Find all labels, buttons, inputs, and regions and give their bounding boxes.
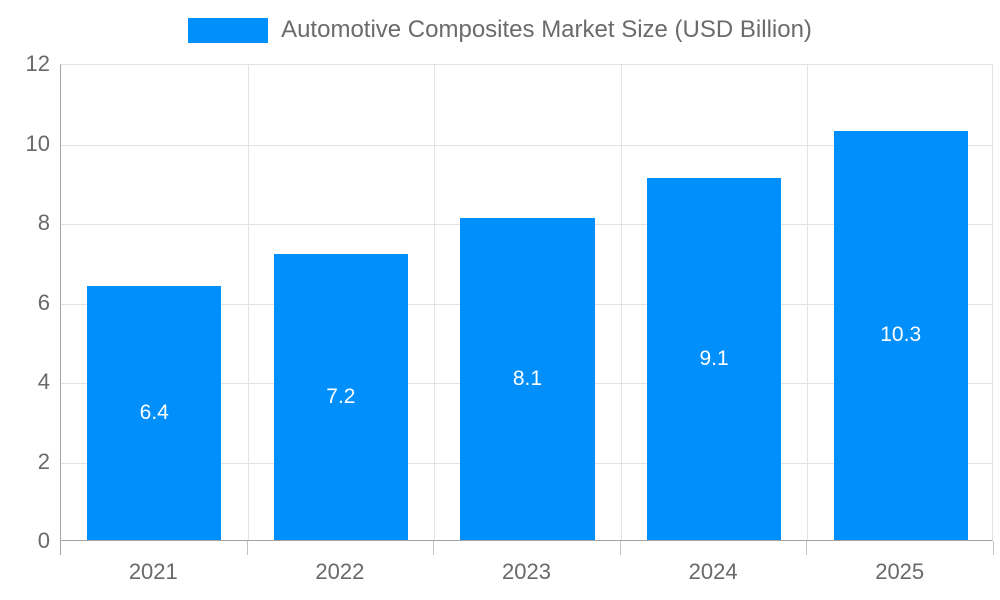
x-tick-label-2022: 2022 bbox=[315, 559, 365, 584]
y-axis-labels: 0 2 4 6 8 10 12 bbox=[0, 51, 50, 553]
bar-2024[interactable]: 9.1 bbox=[646, 178, 782, 540]
legend-label[interactable]: Automotive Composites Market Size (USD B… bbox=[281, 16, 812, 43]
x-tick-mark bbox=[433, 541, 435, 555]
bar-2025[interactable]: 10.3 bbox=[833, 130, 968, 540]
y-tick-label: 12 bbox=[25, 51, 50, 76]
bar-2022[interactable]: 7.2 bbox=[273, 253, 409, 540]
y-tick-label: 6 bbox=[37, 289, 50, 315]
bar-value-label: 7.2 bbox=[326, 384, 356, 408]
x-axis-labels: 2021 2022 2023 2024 2025 bbox=[60, 559, 993, 589]
x-axis-tick-marks bbox=[60, 541, 994, 556]
gridline-vertical bbox=[620, 65, 622, 540]
y-tick-label: 8 bbox=[37, 210, 50, 235]
x-tick-label-2021: 2021 bbox=[128, 559, 178, 584]
x-tick-mark bbox=[246, 541, 248, 555]
gridline-vertical bbox=[247, 65, 249, 540]
x-tick-mark bbox=[806, 541, 808, 555]
bar-value-label: 9.1 bbox=[699, 347, 729, 371]
x-tick-mark bbox=[619, 541, 621, 555]
legend-swatch[interactable] bbox=[188, 17, 269, 43]
x-tick-mark bbox=[60, 541, 61, 555]
gridline-horizontal bbox=[61, 144, 992, 146]
y-tick-label: 2 bbox=[37, 448, 50, 474]
y-tick-label: 0 bbox=[37, 528, 50, 553]
bar-value-label: 10.3 bbox=[880, 323, 922, 347]
bar-value-label: 6.4 bbox=[139, 400, 169, 424]
x-tick-mark bbox=[993, 541, 994, 555]
gridline-vertical bbox=[807, 65, 809, 540]
bar-2023[interactable]: 8.1 bbox=[460, 218, 595, 540]
y-tick-label: 10 bbox=[25, 130, 50, 156]
plot-area: 6.4 7.2 8.1 9.1 10.3 bbox=[60, 64, 993, 541]
gridline-vertical bbox=[434, 65, 436, 540]
y-tick-label: 4 bbox=[37, 369, 50, 394]
bar-value-label: 8.1 bbox=[512, 367, 543, 391]
bar-2021[interactable]: 6.4 bbox=[87, 285, 222, 540]
x-tick-label-2025: 2025 bbox=[875, 559, 925, 584]
legend: Automotive Composites Market Size (USD B… bbox=[0, 17, 1000, 43]
x-tick-label-2023: 2023 bbox=[502, 559, 551, 584]
x-tick-label-2024: 2024 bbox=[688, 559, 738, 584]
